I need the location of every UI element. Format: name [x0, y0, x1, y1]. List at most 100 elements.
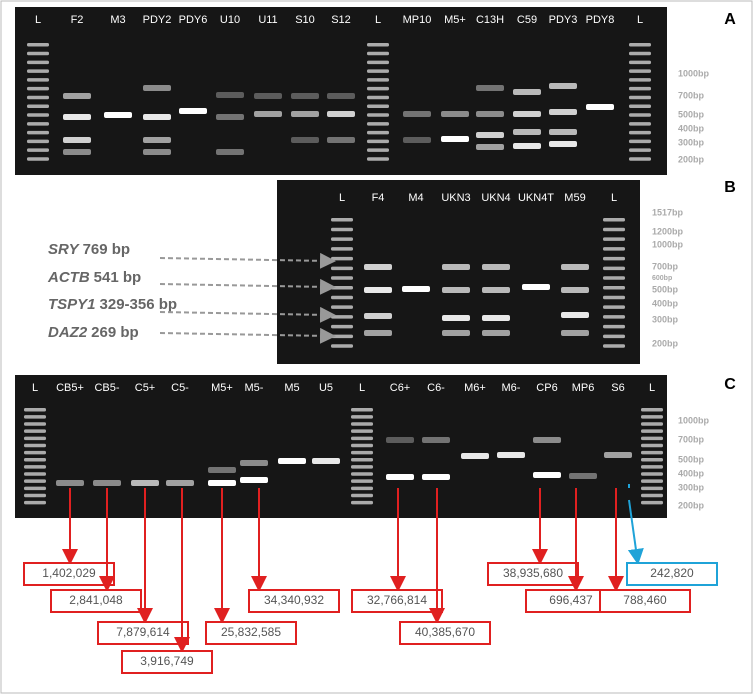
size-marker: 300bp [678, 137, 705, 147]
ladder-band [367, 78, 389, 82]
ladder-band [351, 429, 373, 433]
dna-band [364, 264, 392, 270]
lane-label: M6+ [464, 382, 486, 394]
ladder-band [603, 227, 625, 232]
dna-band [476, 111, 504, 117]
ladder-band [331, 295, 353, 300]
size-marker: 500bp [678, 454, 705, 464]
size-marker: 200bp [678, 154, 705, 164]
ladder-band [641, 465, 663, 469]
size-marker: 1000bp [678, 415, 710, 425]
dna-band [291, 111, 319, 117]
size-marker: 1000bp [652, 239, 684, 249]
ladder-band [629, 148, 651, 152]
ladder-band [24, 450, 46, 455]
dna-band [533, 472, 561, 478]
lane-label: L [32, 382, 38, 394]
ladder-band [629, 43, 651, 47]
ladder-band [641, 458, 663, 462]
count-value: 7,879,614 [116, 625, 170, 639]
count-value: 696,437 [549, 593, 593, 607]
dna-band [93, 480, 121, 486]
ladder-band [24, 443, 46, 448]
lane-label: CB5- [94, 382, 119, 394]
gene-label: ACTB 541 bp [47, 269, 141, 286]
count-box [599, 589, 691, 613]
dna-band [312, 458, 340, 464]
size-marker: 300bp [678, 482, 705, 492]
dna-band [561, 287, 589, 293]
dna-band [63, 149, 91, 155]
size-marker: 700bp [652, 261, 679, 271]
dna-band [549, 141, 577, 147]
dna-band [569, 473, 597, 479]
lane-label: M5+ [444, 14, 466, 26]
ladder-band [351, 493, 373, 498]
size-marker: 700bp [678, 90, 705, 100]
ladder-band [24, 486, 46, 491]
ladder-band [27, 51, 49, 56]
dna-band [422, 437, 450, 443]
ladder-band [367, 51, 389, 56]
ladder-band [27, 157, 49, 161]
lane-label: C5- [171, 382, 189, 394]
lane-label: M5 [284, 382, 299, 394]
ladder-band [27, 148, 49, 152]
dna-band [179, 108, 207, 114]
dna-band [561, 264, 589, 270]
ladder-band [351, 443, 373, 448]
lane-label: M5+ [211, 382, 233, 394]
count-value: 40,385,670 [415, 625, 475, 639]
gene-label: TSPY1 329-356 bp [48, 296, 177, 313]
dna-band [403, 137, 431, 143]
dna-band [327, 111, 355, 117]
dna-band [386, 474, 414, 480]
dna-band [441, 111, 469, 117]
ladder-band [629, 51, 651, 56]
dna-band [131, 480, 159, 486]
gene-name: SRY [48, 241, 81, 258]
lane-label: U10 [220, 14, 240, 26]
ladder-band [367, 69, 389, 73]
dna-band [442, 330, 470, 336]
dna-band [254, 111, 282, 117]
dna-band [513, 143, 541, 149]
ladder-band [27, 122, 49, 126]
count-value: 34,340,932 [264, 593, 324, 607]
gene-size: 769 bp [83, 241, 131, 258]
ladder-band [331, 237, 353, 241]
ladder-band [641, 436, 663, 441]
size-marker: 300bp [652, 314, 679, 324]
size-marker: 700bp [678, 434, 705, 444]
ladder-band [351, 422, 373, 426]
gene-size: 329-356 bp [100, 296, 178, 313]
dna-band [476, 85, 504, 91]
dna-band [63, 93, 91, 99]
ladder-band [351, 486, 373, 491]
dna-band [533, 437, 561, 443]
lane-label: M59 [564, 192, 585, 204]
ladder-band [603, 247, 625, 251]
count-box [626, 562, 718, 586]
dna-band [513, 111, 541, 117]
dna-band [513, 129, 541, 135]
lane-label: C6+ [390, 382, 411, 394]
size-marker: 600bp [652, 275, 672, 282]
lane-label: CP6 [536, 382, 557, 394]
count-value: 38,935,680 [503, 566, 563, 580]
dna-band [208, 480, 236, 486]
lane-label: MP10 [403, 14, 432, 26]
dna-band [240, 477, 268, 483]
dna-band [291, 137, 319, 143]
count-value: 242,820 [650, 566, 694, 580]
dna-band [604, 452, 632, 458]
ladder-band [603, 266, 625, 271]
size-marker: 400bp [678, 123, 705, 133]
ladder-band [24, 436, 46, 441]
ladder-band [367, 86, 389, 91]
ladder-band [629, 122, 651, 126]
count-value: 3,916,749 [140, 654, 194, 668]
dna-band [513, 89, 541, 95]
ladder-band [629, 104, 651, 108]
